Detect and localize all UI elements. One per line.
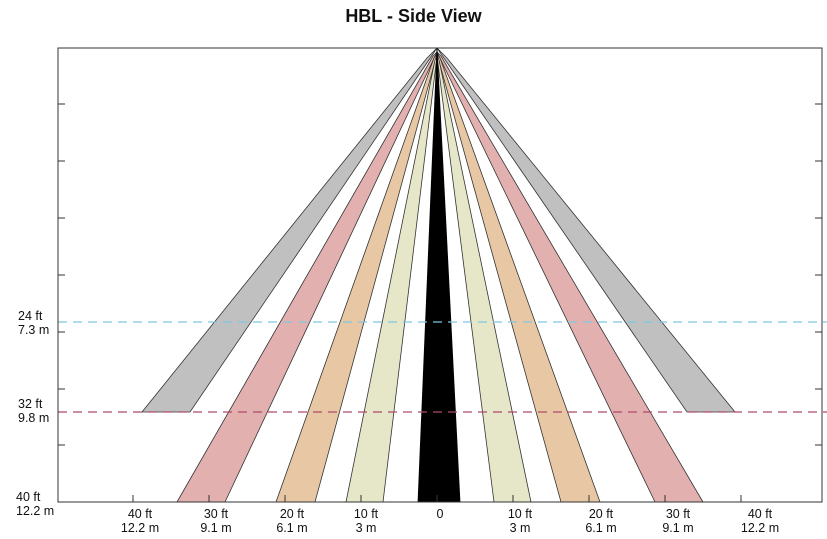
beam-right-20ft (436, 53, 601, 503)
height-label-24ft-m: 7.3 m (18, 323, 49, 337)
x-label-ft: 30 ft (666, 507, 691, 521)
x-label-ft: 10 ft (354, 507, 379, 521)
diagram-title: HBL - Side View (345, 6, 482, 26)
x-label-ft: 20 ft (280, 507, 305, 521)
right-axis-ticks (815, 103, 822, 446)
x-label-m: 12.2 m (121, 521, 159, 535)
x-label-ft: 40 ft (748, 507, 773, 521)
distance-labels: 40 ft 12.2 m 30 ft 9.1 m 20 ft 6.1 m 10 … (121, 507, 779, 535)
bottom-axis-ticks (132, 495, 742, 502)
height-label-32ft-m: 9.8 m (18, 411, 49, 425)
x-label-m: 6.1 m (276, 521, 307, 535)
height-label-32ft-ft: 32 ft (18, 397, 43, 411)
beam-group (141, 47, 736, 503)
x-label-ft: 20 ft (589, 507, 614, 521)
x-label-m: 3 m (510, 521, 531, 535)
x-label-ft: 40 ft (128, 507, 153, 521)
height-label-40ft-ft: 40 ft (16, 490, 41, 504)
x-label-m: 3 m (356, 521, 377, 535)
x-label-ft: 30 ft (204, 507, 229, 521)
height-label-24ft-ft: 24 ft (18, 309, 43, 323)
x-label-m: 6.1 m (585, 521, 616, 535)
x-label-m: 9.1 m (200, 521, 231, 535)
x-label-ft: 10 ft (508, 507, 533, 521)
height-label-40ft-m: 12.2 m (16, 504, 54, 518)
beam-left-20ft (275, 53, 438, 503)
left-axis-ticks (58, 103, 65, 446)
x-label-m: 9.1 m (662, 521, 693, 535)
x-label-ft: 0 (437, 507, 444, 521)
x-label-m: 12.2 m (741, 521, 779, 535)
